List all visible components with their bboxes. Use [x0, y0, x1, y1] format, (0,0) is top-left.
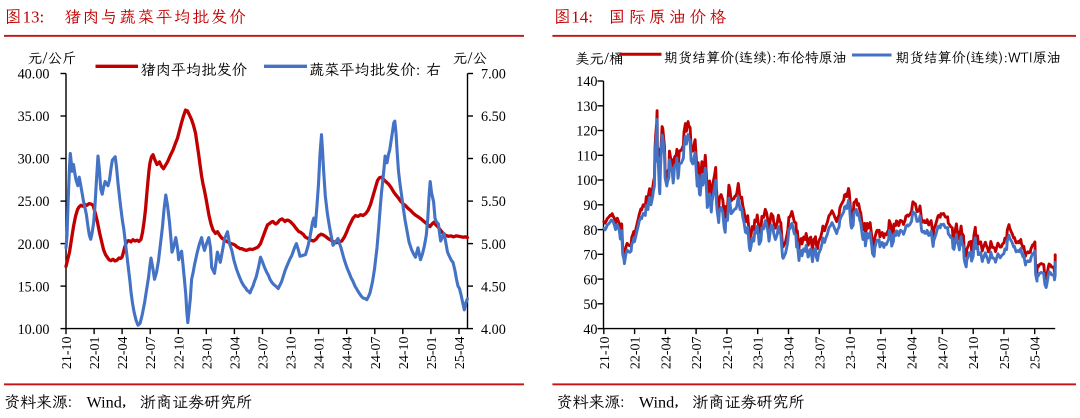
svg-text:100: 100 [576, 173, 597, 189]
svg-text:23-07: 23-07 [257, 337, 272, 370]
svg-text:24-10: 24-10 [397, 337, 412, 370]
svg-text:24-07: 24-07 [369, 337, 384, 370]
svg-text:130: 130 [576, 99, 597, 115]
svg-text:24-10: 24-10 [967, 337, 982, 370]
svg-text:5.00: 5.00 [481, 237, 506, 253]
svg-text:23-10: 23-10 [844, 337, 859, 370]
svg-text:15.00: 15.00 [18, 279, 50, 295]
svg-text:25-01: 25-01 [998, 337, 1013, 370]
svg-text:60: 60 [583, 272, 597, 288]
svg-text:24-01: 24-01 [313, 337, 328, 370]
svg-text:23-07: 23-07 [813, 337, 828, 370]
svg-text:24-01: 24-01 [875, 337, 890, 370]
svg-text:5.50: 5.50 [481, 194, 506, 210]
svg-text:22-01: 22-01 [88, 337, 103, 370]
svg-text:6.50: 6.50 [481, 109, 506, 125]
svg-text:50: 50 [583, 297, 597, 313]
svg-text:13:: 13: [23, 7, 45, 26]
svg-text:22-07: 22-07 [690, 337, 705, 370]
svg-text:21-10: 21-10 [598, 337, 613, 370]
svg-text:140: 140 [576, 74, 597, 90]
svg-text:24-04: 24-04 [906, 337, 921, 370]
svg-text:22-04: 22-04 [116, 337, 131, 370]
svg-text:23-01: 23-01 [752, 337, 767, 370]
svg-text:110: 110 [577, 149, 598, 165]
svg-text:40.00: 40.00 [18, 67, 50, 83]
svg-text:25-04: 25-04 [1029, 337, 1044, 370]
svg-text:22-10: 22-10 [172, 337, 187, 370]
svg-text:25.00: 25.00 [18, 194, 50, 210]
svg-text:24-04: 24-04 [341, 337, 356, 370]
svg-text:25-01: 25-01 [425, 337, 440, 370]
svg-text:23-04: 23-04 [228, 337, 243, 370]
svg-text:30.00: 30.00 [18, 152, 50, 168]
svg-text:22-04: 22-04 [659, 337, 674, 370]
svg-text:35.00: 35.00 [18, 109, 50, 125]
svg-text:23-10: 23-10 [285, 337, 300, 370]
svg-text:4.50: 4.50 [481, 279, 506, 295]
svg-text:4.00: 4.00 [481, 322, 506, 338]
svg-text:20.00: 20.00 [18, 237, 50, 253]
svg-text:25-04: 25-04 [453, 337, 468, 370]
svg-text:7.00: 7.00 [481, 67, 506, 83]
svg-text:Wind: Wind [87, 393, 122, 411]
svg-text:120: 120 [576, 124, 597, 140]
svg-text:Wind: Wind [639, 393, 674, 411]
svg-text:70: 70 [583, 248, 597, 264]
svg-text:23-01: 23-01 [200, 337, 215, 370]
svg-text:80: 80 [583, 223, 597, 239]
svg-text:90: 90 [583, 198, 597, 214]
svg-text:23-04: 23-04 [783, 337, 798, 370]
svg-text:21-10: 21-10 [60, 337, 75, 370]
svg-text:6.00: 6.00 [481, 152, 506, 168]
svg-text:10.00: 10.00 [18, 322, 50, 338]
svg-text:40: 40 [583, 322, 597, 338]
svg-text:22-10: 22-10 [721, 337, 736, 370]
svg-text:24-07: 24-07 [936, 337, 951, 370]
svg-text:14:: 14: [571, 7, 593, 26]
svg-text:22-01: 22-01 [629, 337, 644, 370]
svg-text:22-07: 22-07 [144, 337, 159, 370]
